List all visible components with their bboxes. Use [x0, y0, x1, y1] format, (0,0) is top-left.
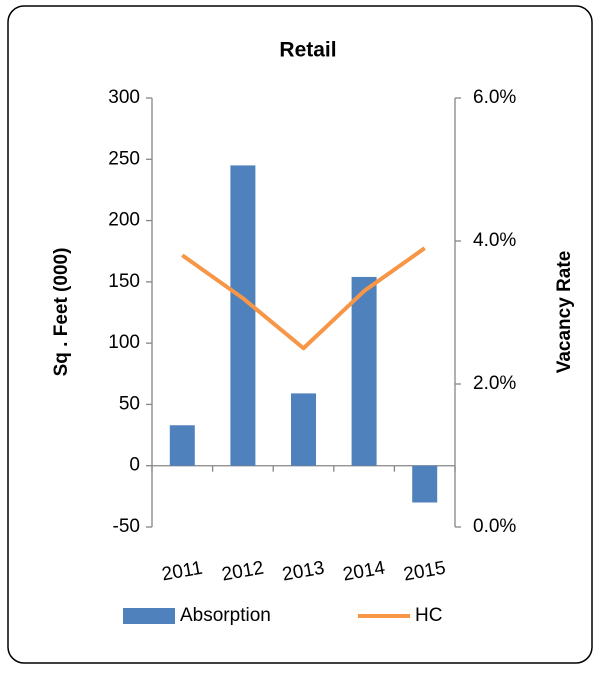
y2-tick-label: 6.0% [473, 87, 516, 108]
chart-frame [7, 5, 593, 664]
y-axis-title: Sq . Feet (000) [51, 248, 72, 377]
y-tick-label: 150 [108, 271, 140, 292]
y2-tick-label: 4.0% [473, 230, 516, 251]
y-tick-label: -50 [113, 516, 140, 537]
y-tick-label: 0 [129, 455, 140, 476]
y-tick-label: 300 [108, 87, 140, 108]
chart-title: Retail [279, 39, 336, 62]
legend-swatch [123, 608, 175, 624]
y2-tick-label: 0.0% [473, 516, 516, 537]
y-tick-label: 100 [108, 332, 140, 353]
y-tick-label: 50 [119, 393, 140, 414]
bar [230, 165, 256, 466]
bar [169, 425, 195, 466]
line [181, 246, 426, 351]
bar [291, 393, 316, 466]
bar [351, 276, 377, 466]
legend-label: Absorption [180, 605, 271, 626]
y-tick-label: 250 [108, 148, 140, 169]
y2-axis-title: Vacancy Rate [554, 251, 575, 374]
bar [412, 465, 438, 503]
y2-tick-label: 2.0% [473, 373, 516, 394]
legend-label: HC [415, 605, 442, 626]
y-tick-label: 200 [108, 210, 140, 231]
